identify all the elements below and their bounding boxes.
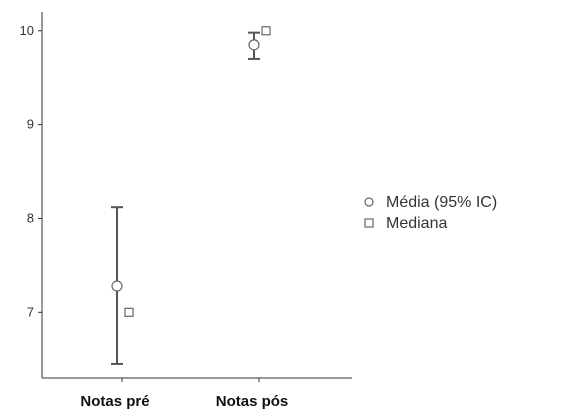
legend-item-median: Mediana xyxy=(364,215,447,232)
legend-item-mean: Média (95% IC) xyxy=(364,194,497,211)
y-tick-label-10: 10 xyxy=(20,23,34,38)
legend: Média (95% IC) Mediana xyxy=(364,194,497,232)
median-point-0 xyxy=(124,307,134,317)
legend-label-mean: Média (95% IC) xyxy=(386,194,497,211)
legend-circle-marker xyxy=(364,197,374,207)
x-tick-label-pre: Notas pré xyxy=(80,393,149,410)
chart-marks xyxy=(111,26,271,365)
y-tick-label-8: 8 xyxy=(27,210,34,225)
y-tick-label-7: 7 xyxy=(27,304,34,319)
y-ticks: 7 8 9 10 xyxy=(20,23,42,319)
legend-label-median: Mediana xyxy=(386,215,447,232)
mean-point-0 xyxy=(111,280,123,292)
y-tick-label-9: 9 xyxy=(27,117,34,132)
mean-point-1 xyxy=(248,39,260,51)
x-ticks xyxy=(121,378,260,382)
median-point-1 xyxy=(261,26,271,36)
x-axis: Notas pré Notas pós xyxy=(42,377,352,410)
x-tick-label-pos: Notas pós xyxy=(216,393,289,410)
legend-square-marker xyxy=(364,218,374,228)
